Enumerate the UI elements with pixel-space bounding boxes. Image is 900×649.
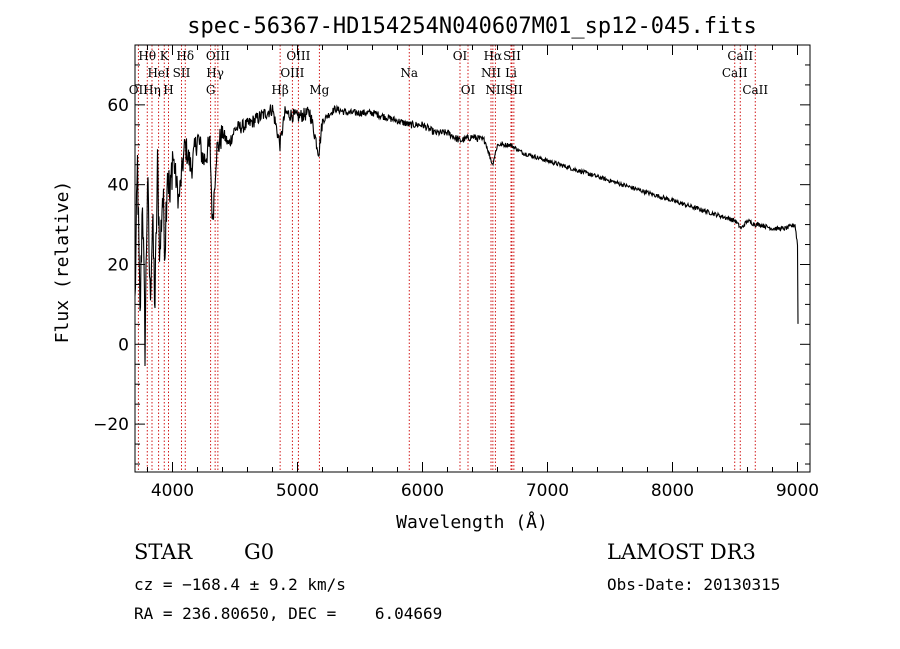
line-marker-label: NII [481, 66, 501, 80]
y-tick-label: −20 [93, 415, 129, 435]
x-tick-label: 8000 [651, 481, 694, 501]
line-marker-label: Hα [484, 49, 503, 63]
x-tick-label: 7000 [526, 481, 569, 501]
line-marker-label: OI [461, 83, 476, 97]
y-tick-label: 20 [107, 255, 129, 275]
x-tick-label: 9000 [776, 481, 819, 501]
line-marker-label: K [160, 49, 170, 63]
line-marker-label: Li [505, 66, 517, 80]
x-tick-label: 4000 [151, 481, 194, 501]
obs-date-text: Obs-Date: 20130315 [607, 575, 781, 594]
tick-labels: 4000 5000 6000 7000 8000 9000 −20 0 20 40 60 [93, 96, 819, 501]
line-marker-label: OII [129, 83, 149, 97]
line-marker-label: OIII [280, 66, 304, 80]
line-marker-label: Hη [143, 83, 161, 97]
line-marker-label: Hθ [138, 49, 156, 63]
line-marker-label: CaII [727, 49, 753, 63]
y-tick-label: 0 [118, 335, 129, 355]
spectral-line-markers [137, 45, 756, 472]
class-label: STAR [134, 540, 193, 564]
line-marker-label: Hδ [176, 49, 194, 63]
x-tick-label: 5000 [276, 481, 319, 501]
x-axis-label: Wavelength (Å) [396, 511, 548, 533]
spectral-line-labels: OIIHθHηHeIKHSIIHδGHγOIIIHβOIIIOIIIMgNaOI… [129, 49, 769, 97]
y-tick-label: 40 [107, 176, 129, 196]
subclass-label: G0 [244, 540, 275, 564]
line-marker-label: Na [400, 66, 418, 80]
y-tick-label: 60 [107, 96, 129, 116]
line-marker-label: SII [173, 66, 191, 80]
line-marker-label: OIII [206, 49, 230, 63]
x-tick-label: 6000 [401, 481, 444, 501]
line-marker-label: H [163, 83, 173, 97]
y-axis-label: Flux (relative) [52, 181, 73, 344]
line-marker-label: NII [485, 83, 505, 97]
line-marker-label: HeI [147, 66, 170, 80]
line-marker-label: CaII [722, 66, 748, 80]
survey-label: LAMOST DR3 [607, 540, 756, 564]
line-marker-label: SII [505, 83, 523, 97]
axes [134, 44, 811, 473]
redshift-text: cz = −168.4 ± 9.2 km/s [134, 575, 346, 594]
line-marker-label: OI [453, 49, 468, 63]
line-marker-label: Mg [309, 83, 329, 97]
line-marker-label: Hβ [271, 83, 288, 97]
line-marker-label: CaII [742, 83, 768, 97]
line-marker-label: Hγ [206, 66, 224, 80]
flux-series-line [134, 104, 799, 367]
line-marker-label: OIII [286, 49, 310, 63]
line-marker-label: G [206, 83, 216, 97]
coords-text: RA = 236.80650, DEC = 6.04669 [134, 604, 443, 623]
plot-frame [134, 44, 811, 473]
line-marker-label: SII [503, 49, 521, 63]
chart-title: spec-56367-HD154254N040607M01_sp12-045.f… [187, 14, 757, 39]
